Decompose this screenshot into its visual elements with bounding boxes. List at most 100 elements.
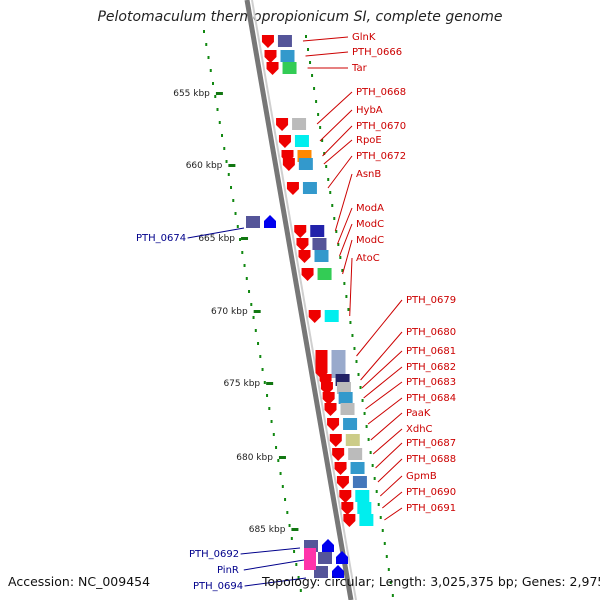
- ruler-dot: [209, 69, 212, 72]
- forward-gene-arrow: [322, 392, 335, 405]
- reverse-gene-label: PinR: [217, 565, 239, 576]
- ruler-dot-right: [315, 100, 318, 103]
- reverse-cog-box-pink: [304, 548, 316, 570]
- cog-category-box: [282, 62, 297, 74]
- ruler-dot-right: [377, 503, 380, 506]
- forward-leader-line: [339, 223, 353, 257]
- ruler-dot-right: [363, 412, 366, 415]
- cog-category-box: [292, 118, 307, 130]
- ruler-tick-label: 665 kbp: [198, 234, 235, 244]
- cog-category-box: [298, 158, 313, 170]
- forward-leader-line: [342, 239, 353, 275]
- cog-category-box: [314, 250, 329, 262]
- forward-gene-label: ModC: [356, 219, 384, 230]
- cog-category-box: [324, 310, 339, 322]
- reverse-leader-line: [244, 577, 307, 587]
- ruler-dot-right: [311, 74, 314, 77]
- cog-category-box: [294, 135, 309, 147]
- forward-gene-label: PTH_0680: [406, 327, 456, 338]
- ruler-tick: [291, 528, 299, 531]
- ruler-dot-right: [347, 308, 350, 311]
- forward-leader-line: [323, 139, 353, 165]
- cog-category-box: [338, 392, 353, 404]
- ruler-dot: [214, 95, 217, 98]
- forward-gene-arrow: [334, 462, 347, 475]
- forward-gene-label: GpmB: [406, 471, 437, 482]
- forward-leader-line: [370, 412, 403, 441]
- forward-leader-line: [305, 51, 349, 57]
- ruler-dot: [261, 368, 264, 371]
- reverse-gene-arrow: [264, 215, 276, 228]
- forward-leader-line: [379, 475, 403, 497]
- forward-gene-label: PaaK: [406, 408, 431, 419]
- ruler-dot: [275, 446, 278, 449]
- ruler-dot-right: [331, 204, 334, 207]
- cog-category-box: [348, 448, 363, 460]
- reverse-gene-arrow: [322, 539, 334, 552]
- cog-category-box: [345, 434, 360, 446]
- cog-category-box: [280, 50, 295, 62]
- forward-gene-label: PTH_0691: [406, 503, 456, 514]
- ruler-dot: [218, 121, 221, 124]
- ruler-dot-right: [341, 269, 344, 272]
- ruler-dot-right: [375, 490, 378, 493]
- forward-gene-arrow: [286, 182, 299, 195]
- forward-gene-label: AsnB: [356, 169, 381, 180]
- forward-gene-label: XdhC: [406, 424, 433, 435]
- forward-leader-line: [334, 173, 353, 232]
- ruler-dot: [243, 264, 246, 267]
- ruler-dot-right: [355, 360, 358, 363]
- forward-gene-arrow: [266, 62, 279, 75]
- cog-category-box: [343, 418, 358, 430]
- ruler-tick: [228, 164, 236, 167]
- forward-leader-line: [382, 491, 403, 509]
- ruler-dot: [281, 485, 284, 488]
- forward-leader-line: [377, 458, 403, 483]
- ruler-dot: [293, 550, 296, 553]
- cog-category-box: [350, 462, 365, 474]
- forward-gene-label: PTH_0688: [406, 454, 456, 465]
- forward-gene-arrow: [296, 238, 309, 251]
- reverse-gene-label: PTH_0692: [189, 549, 239, 560]
- forward-leader-line: [337, 207, 353, 245]
- ruler-dot: [259, 355, 262, 358]
- ruler-tick-label: 675 kbp: [223, 379, 260, 389]
- forward-gene-label: PTH_0690: [406, 487, 456, 498]
- reverse-cog-box: [246, 216, 260, 228]
- ruler-dot: [252, 316, 255, 319]
- ruler-dot: [284, 498, 287, 501]
- forward-gene-label: PTH_0666: [352, 47, 402, 58]
- forward-leader-line: [327, 155, 353, 189]
- ruler-dot: [295, 563, 298, 566]
- forward-gene-arrow: [308, 310, 321, 323]
- ruler-dot: [257, 342, 260, 345]
- ruler-dot: [227, 173, 230, 176]
- forward-gene-label: HybA: [356, 105, 383, 116]
- ruler-dot: [290, 537, 293, 540]
- forward-gene-arrow: [282, 158, 295, 171]
- ruler-dot: [236, 225, 239, 228]
- accession-text: Accession: NC_009454: [8, 574, 151, 589]
- reverse-leader-line: [187, 227, 245, 239]
- forward-leader-line: [319, 109, 353, 142]
- reverse-leader-line: [240, 547, 301, 555]
- forward-leader-line: [316, 91, 353, 125]
- forward-gene-arrow: [341, 502, 354, 515]
- forward-gene-label: GlnK: [352, 32, 376, 43]
- ruler-dot-right: [369, 451, 372, 454]
- ruler-dot: [212, 82, 215, 85]
- forward-gene-arrow: [332, 448, 345, 461]
- ruler-dot: [297, 576, 300, 579]
- ruler-dot-right: [339, 256, 342, 259]
- ruler-dot-right: [317, 113, 320, 116]
- forward-leader-line: [322, 125, 353, 157]
- cog-category-box: [312, 238, 327, 250]
- forward-gene-label: PTH_0668: [356, 87, 406, 98]
- ruler-dot-right: [321, 139, 324, 142]
- cog-category-box: [277, 35, 292, 47]
- ruler-tick: [241, 237, 249, 240]
- cog-category-box: [340, 403, 355, 415]
- ruler-dot-right: [349, 321, 352, 324]
- ruler-dot-right: [313, 87, 316, 90]
- forward-gene-arrow: [298, 250, 311, 263]
